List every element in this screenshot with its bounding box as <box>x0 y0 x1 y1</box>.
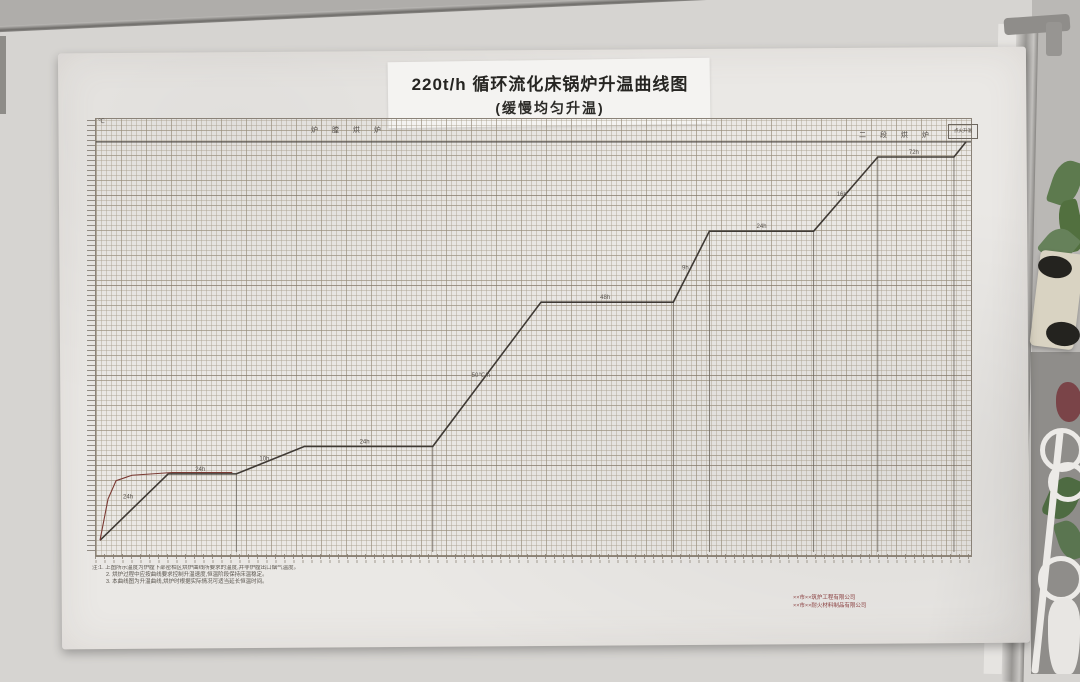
ramp-rate-label: 9h <box>682 265 689 271</box>
x-axis-tick-labels <box>95 560 970 563</box>
chart-title: 220t/h 循环流化床锅炉升温曲线图 <box>411 75 689 94</box>
frame-corner-cap-vertical <box>1046 22 1062 56</box>
footnote-line: 3. 本曲线图为升温曲线,烘炉时根据实际情况可适当延长恒温时间。 <box>106 579 268 585</box>
ignition-corner-box: 点火升温 <box>948 124 978 139</box>
hold-duration-label: 72h <box>909 150 919 156</box>
wall-corner-strip <box>0 36 6 114</box>
stage-label-left: 炉 膛 烘 炉 <box>311 127 387 134</box>
stage-label-right: 二 段 烘 炉 <box>859 132 935 139</box>
footnotes: 注:1. 上图所示温度为炉膛下部密相区烘炉曲线所要求的温度,并非炉膛出口烟气温度… <box>92 565 522 586</box>
ramp-rate-label: 16h <box>837 192 847 198</box>
hold-duration-label: 24h <box>757 224 767 230</box>
company-line: ××市××筑炉工程有限公司 <box>793 595 856 601</box>
heatup-curve-chart: ℃ 炉 膛 烘 炉 二 段 烘 炉 点火升温 24h 24h 48h 24h 72h 24… <box>95 118 978 557</box>
chart-subtitle: (缓慢均匀升温) <box>495 100 605 116</box>
y-axis-unit-label: ℃ <box>98 119 105 125</box>
footnote-line: 注:1. 上图所示温度为炉膛下部密相区烘炉曲线所要求的温度,并非炉膛出口烟气温度… <box>92 565 300 571</box>
flower-stand-ring <box>1048 462 1080 502</box>
y-axis-ticks <box>87 120 95 553</box>
white-vase <box>1048 598 1080 674</box>
company-signature: ××市××筑炉工程有限公司 ××市××耐火材料制品有限公司 <box>793 594 1013 610</box>
footnote-line: 2. 烘炉过程中应按曲线要求控制升温速度,恒温阶段保持床温稳定。 <box>106 572 268 578</box>
company-line: ××市××耐火材料制品有限公司 <box>793 603 867 609</box>
ramp-rate-label: 24h <box>123 494 133 500</box>
curve-plot: 24h 24h 48h 24h 72h 24h 10h 50℃/h 9h 16h <box>96 141 971 552</box>
hold-duration-label: 48h <box>600 295 610 301</box>
ramp-rate-label: 50℃/h <box>472 372 490 379</box>
hold-duration-label: 24h <box>195 467 205 473</box>
hold-duration-label: 24h <box>360 439 370 445</box>
flower-stand-ring <box>1038 556 1080 602</box>
ramp-rate-label: 10h <box>259 456 269 462</box>
red-flower <box>1056 382 1080 422</box>
